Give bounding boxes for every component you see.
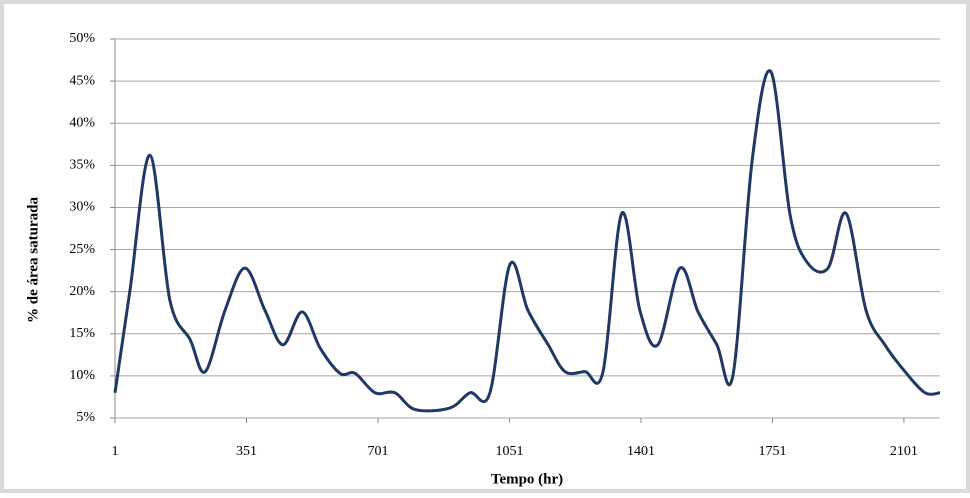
y-tick-label: 40% [69,115,95,130]
y-tick-label: 20% [69,284,95,299]
x-tick-label: 701 [367,444,388,459]
x-axis-title: Tempo (hr) [491,471,563,487]
x-tick-label: 1401 [627,444,655,459]
y-tick-label: 10% [69,368,95,383]
line-series [113,69,941,413]
y-tick-label: 25% [69,242,95,257]
y-tick-label: 15% [69,326,95,341]
x-tick-label: 1 [112,444,119,459]
y-tick-label: 5% [76,410,95,425]
y-tick-label: 50% [69,31,95,46]
y-tick-label: 45% [69,73,95,88]
x-tick-label: 1051 [495,444,523,459]
y-tick-label: 35% [69,158,95,173]
y-tick-label: 30% [69,200,95,215]
y-axis-title: % de área saturada [25,197,41,323]
x-tick-label: 1751 [758,444,786,459]
x-tick-label: 2101 [890,444,918,459]
x-tick-label: 351 [236,444,257,459]
